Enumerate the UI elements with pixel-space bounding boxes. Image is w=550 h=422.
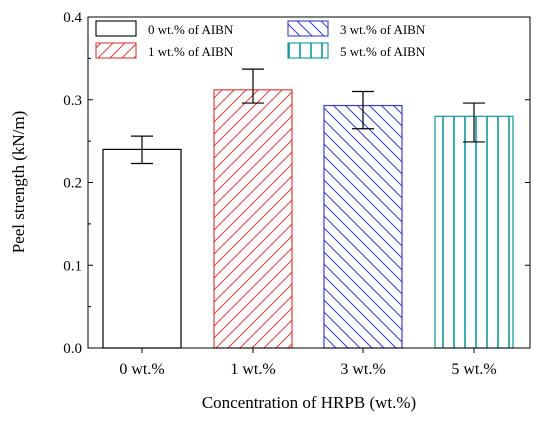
y-tick-label: 0.0 [63, 341, 82, 357]
legend: 0 wt.% of AIBN 1 wt.% of AIBN 3 wt.% of AI… [95, 20, 426, 59]
y-tick-label: 0.3 [63, 93, 82, 109]
legend-item: 5 wt.% of AIBN [287, 42, 426, 59]
x-axis-title: Concentration of HRPB (wt.%) [202, 393, 416, 412]
legend-swatch [95, 42, 137, 59]
legend-label: 3 wt.% of AIBN [340, 22, 426, 37]
y-axis: 0.0 0.1 0.2 0.3 0.4 [63, 10, 530, 357]
legend-label: 0 wt.% of AIBN [148, 22, 234, 37]
y-axis-title: Peel strength (kN/m) [9, 111, 28, 254]
legend-item: 3 wt.% of AIBN [287, 20, 426, 37]
error-bar [463, 102, 485, 143]
bar-1-wt [213, 89, 293, 349]
x-tick-label: 3 wt.% [340, 361, 385, 378]
error-bars-layer [131, 68, 485, 165]
legend-swatch [287, 42, 329, 59]
bar-3-wt [323, 104, 403, 349]
y-tick-label: 0.4 [63, 10, 82, 26]
error-bar [352, 90, 374, 130]
x-tick-label: 0 wt.% [119, 361, 164, 378]
legend-swatch [95, 20, 137, 37]
bar-5-wt [434, 115, 514, 349]
bars-layer [102, 89, 514, 349]
legend-item: 0 wt.% of AIBN [95, 20, 234, 37]
error-bar [242, 68, 264, 104]
y-tick-label: 0.1 [63, 258, 82, 274]
x-axis: 0 wt.% 1 wt.% 3 wt.% 5 wt.% [119, 348, 497, 378]
legend-label: 1 wt.% of AIBN [148, 44, 234, 59]
legend-item: 1 wt.% of AIBN [95, 42, 234, 59]
x-tick-label: 1 wt.% [230, 361, 275, 378]
bar-0-wt [102, 148, 182, 349]
y-tick-label: 0.2 [63, 176, 82, 192]
legend-swatch [287, 20, 329, 37]
x-tick-label: 5 wt.% [451, 361, 496, 378]
error-bar [131, 135, 153, 165]
legend-label: 5 wt.% of AIBN [340, 44, 426, 59]
